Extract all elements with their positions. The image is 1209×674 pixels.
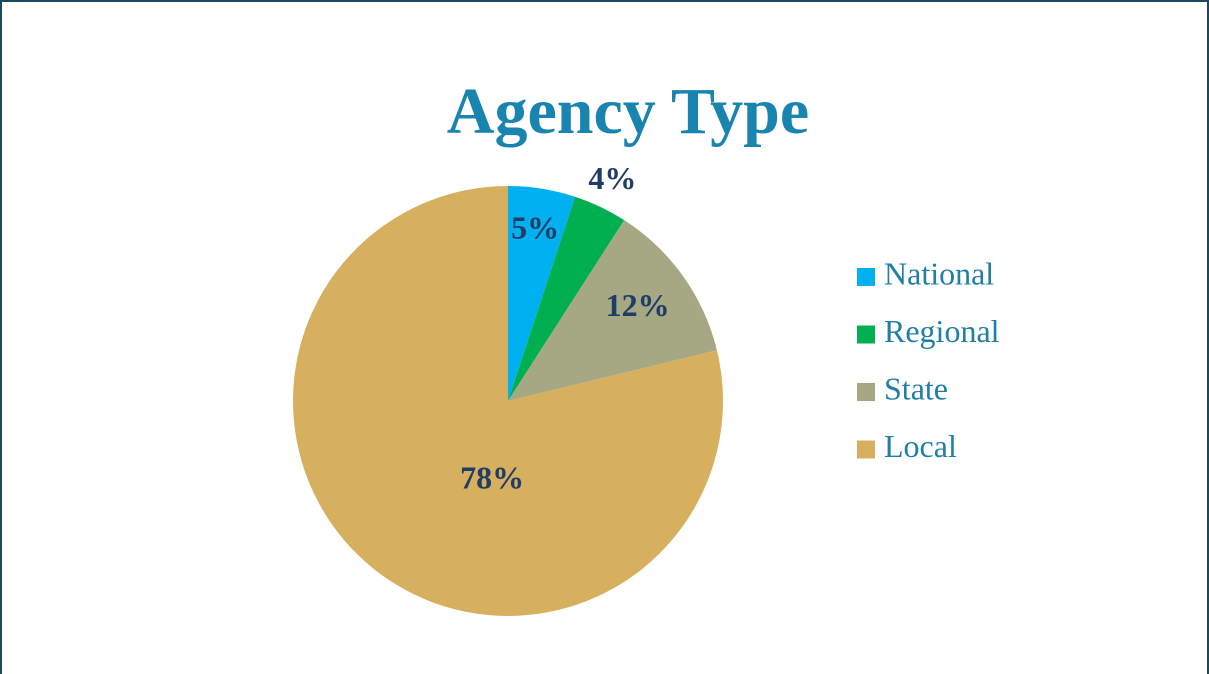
data-label: 4% bbox=[588, 160, 636, 196]
pie-slice bbox=[508, 186, 576, 401]
legend-swatch bbox=[857, 325, 875, 344]
legend-label: National bbox=[884, 255, 994, 291]
data-label: 5% bbox=[511, 210, 559, 246]
pie-slice bbox=[293, 186, 724, 616]
legend-label: Regional bbox=[884, 313, 1000, 349]
legend-swatch bbox=[857, 268, 875, 286]
data-label: 78% bbox=[460, 459, 524, 495]
legend-swatch bbox=[857, 440, 875, 459]
legend-label: Local bbox=[884, 428, 957, 464]
data-label: 12% bbox=[606, 287, 670, 323]
pie-slice bbox=[508, 196, 625, 401]
chart-title: Agency Type bbox=[447, 75, 809, 148]
legend-label: State bbox=[884, 370, 948, 406]
pie-slice bbox=[508, 220, 717, 401]
legend-swatch bbox=[857, 383, 875, 401]
